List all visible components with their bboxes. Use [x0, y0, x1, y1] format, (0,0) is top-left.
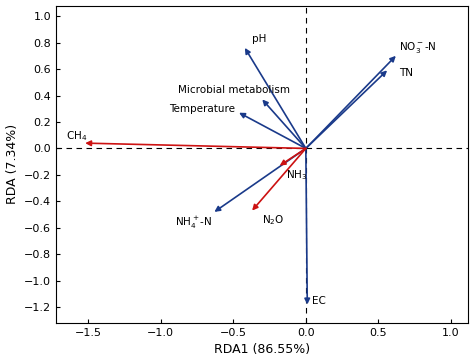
- Text: Temperature: Temperature: [169, 104, 236, 114]
- Text: pH: pH: [252, 34, 266, 44]
- Text: TN: TN: [399, 68, 413, 78]
- Text: $\mathrm{N_2O}$: $\mathrm{N_2O}$: [262, 213, 285, 227]
- Text: $\mathrm{CH_4}$: $\mathrm{CH_4}$: [66, 130, 88, 143]
- Text: $\mathrm{NO_3^-}$-N: $\mathrm{NO_3^-}$-N: [399, 41, 437, 55]
- Text: Microbial metabolism: Microbial metabolism: [178, 85, 290, 95]
- Text: $\mathrm{NH_4^+}$-N: $\mathrm{NH_4^+}$-N: [175, 214, 212, 231]
- X-axis label: RDA1 (86.55%): RDA1 (86.55%): [214, 344, 310, 357]
- Y-axis label: RDA (7.34%): RDA (7.34%): [6, 124, 18, 205]
- Text: EC: EC: [311, 295, 326, 306]
- Text: $\mathrm{NH_3}$: $\mathrm{NH_3}$: [285, 168, 307, 182]
